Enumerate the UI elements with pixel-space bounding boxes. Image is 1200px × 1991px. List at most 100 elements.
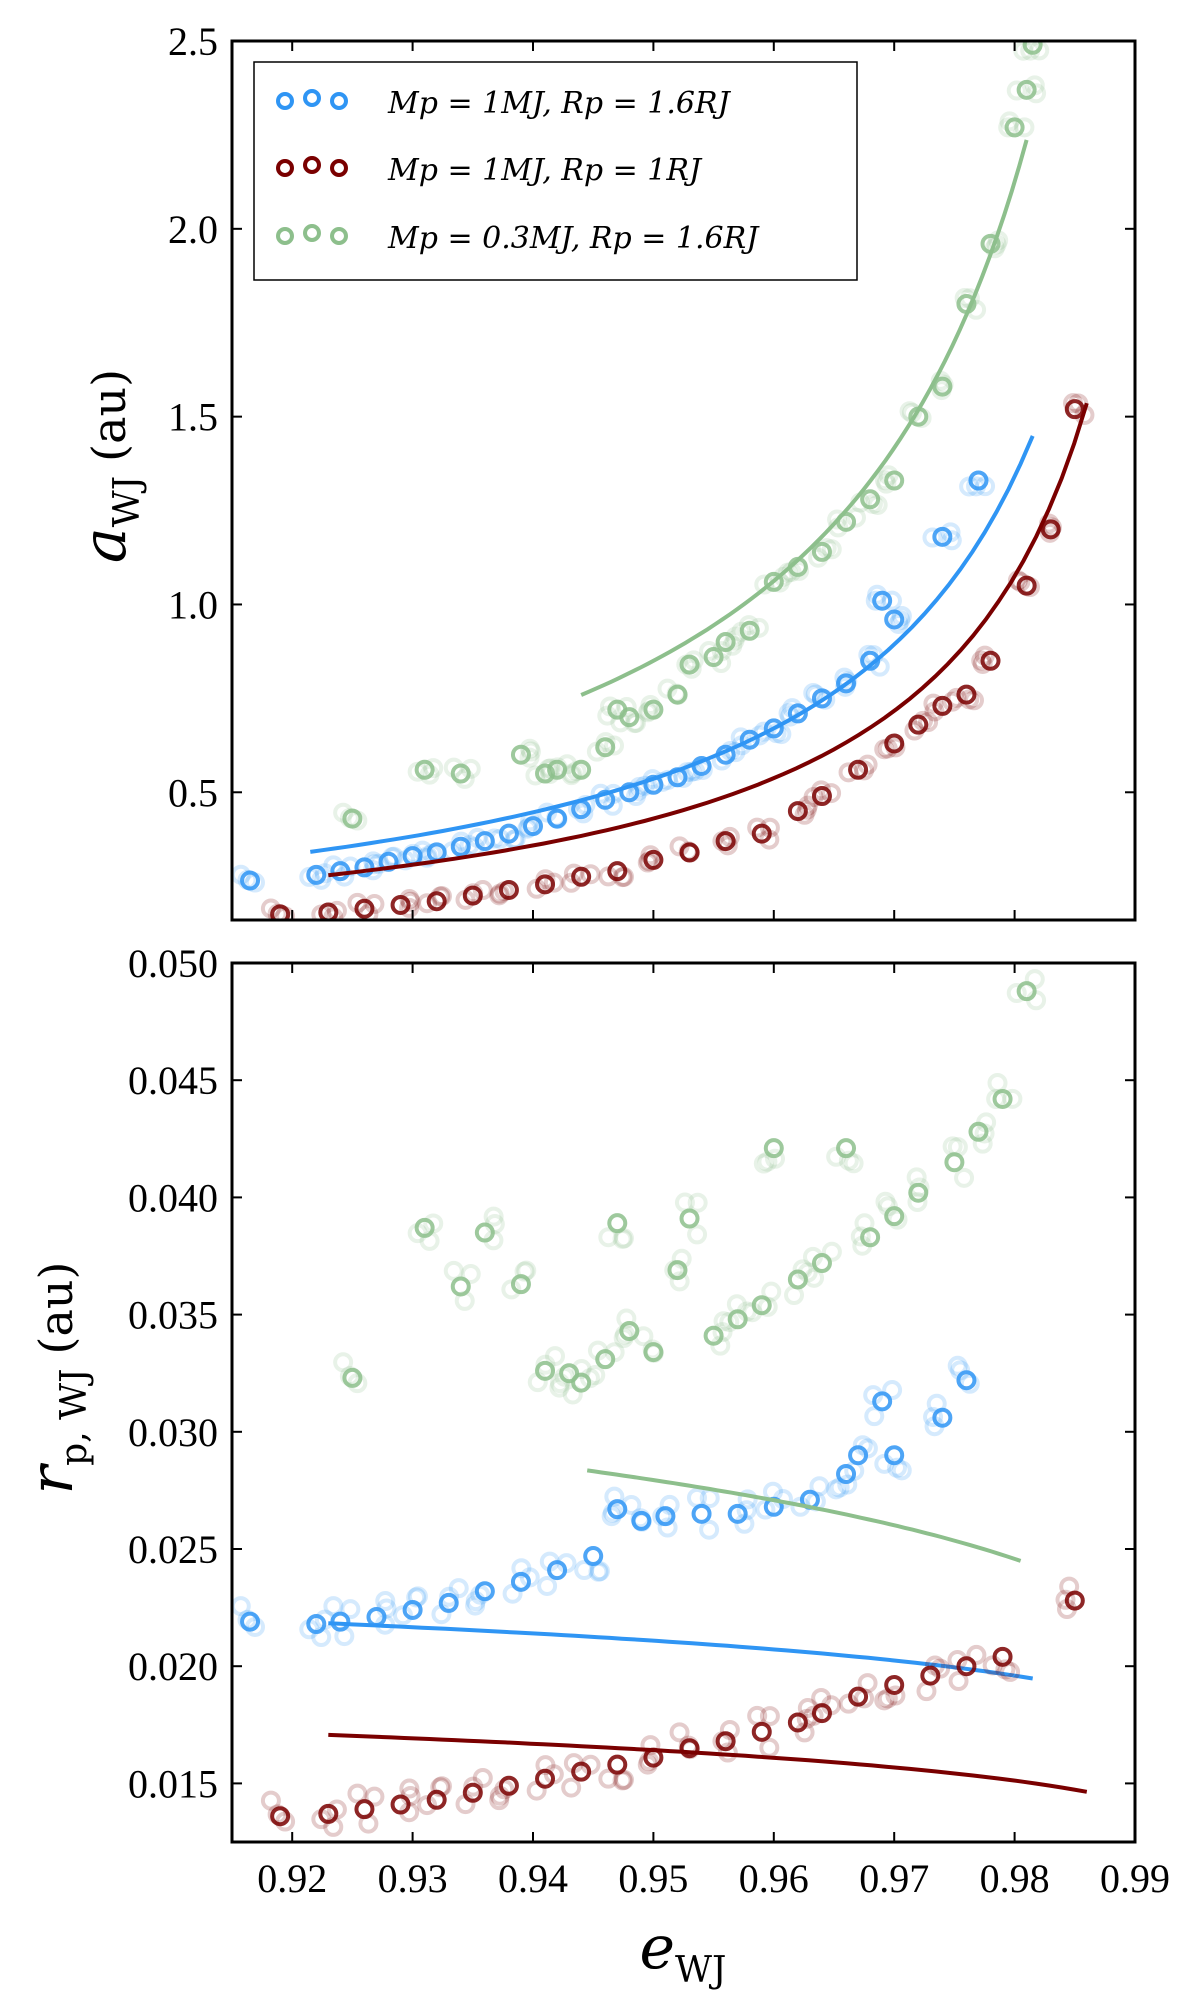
data-point-faint	[640, 1735, 661, 1756]
data-point-faint	[1026, 83, 1047, 104]
data-point	[763, 1138, 784, 1159]
data-point-faint	[948, 1671, 969, 1692]
data-point-faint	[837, 1474, 858, 1495]
data-point-faint	[753, 1153, 774, 1174]
data-point-faint	[417, 893, 438, 914]
data-point-faint	[511, 1558, 532, 1579]
series-green	[333, 969, 1047, 1563]
data-point-faint	[333, 1352, 354, 1373]
data-point	[655, 1506, 676, 1527]
legend-entry-blue: Mp = 1MJ, Rp = 1.6RJ	[276, 86, 732, 121]
data-point-faint	[1014, 117, 1035, 138]
data-point	[727, 1309, 748, 1330]
data-point	[1016, 575, 1037, 596]
x-tick-label: 0.93	[378, 1856, 448, 1901]
data-point	[1040, 519, 1061, 540]
data-point	[643, 849, 664, 870]
axes-frame	[230, 39, 1137, 922]
data-point-faint	[669, 1722, 690, 1743]
data-point-faint	[423, 758, 444, 779]
data-point	[715, 831, 736, 852]
data-point	[956, 1656, 977, 1677]
data-point	[787, 1712, 808, 1733]
data-point	[390, 894, 411, 915]
data-point	[643, 774, 664, 795]
data-point	[474, 831, 495, 852]
legend-label-red: Mp = 1MJ, Rp = 1RJ	[387, 153, 703, 188]
data-point-faint	[998, 117, 1019, 138]
data-point-faint	[821, 539, 842, 560]
data-point	[607, 861, 628, 882]
data-point	[860, 489, 881, 510]
data-point-faint	[1055, 1589, 1076, 1610]
data-point	[848, 1686, 869, 1707]
data-point	[474, 1581, 495, 1602]
trend-line-red	[328, 402, 1089, 878]
legend: Mp = 1MJ, Rp = 1.6RJ Mp = 1MJ, Rp = 1RJ …	[253, 61, 858, 281]
data-point	[980, 233, 1001, 254]
data-point-faint	[809, 1476, 830, 1497]
y-tick-label: 1.5	[168, 395, 218, 440]
data-point-faint	[323, 907, 344, 920]
legend-marker-circle	[303, 89, 321, 107]
plot-area	[232, 41, 1095, 920]
data-point	[884, 609, 905, 630]
data-point	[535, 1360, 556, 1381]
data-point	[860, 1227, 881, 1248]
data-point-faint	[852, 1435, 873, 1456]
data-point-faint	[460, 1263, 481, 1284]
data-point	[535, 1768, 556, 1789]
data-point-faint	[796, 799, 817, 820]
data-point	[811, 786, 832, 807]
data-point-faint	[737, 1489, 758, 1510]
data-point-faint	[947, 1355, 968, 1376]
data-point	[583, 1546, 604, 1567]
data-point	[330, 1611, 351, 1632]
legend-box	[253, 61, 858, 281]
data-point-faint	[489, 883, 510, 904]
data-point-faint	[954, 1167, 975, 1188]
top-y-axis-title: aWJ(au)	[70, 369, 148, 563]
data-point-faint	[472, 880, 493, 901]
data-point-faint	[874, 470, 895, 491]
legend-entry-red: Mp = 1MJ, Rp = 1RJ	[276, 153, 703, 188]
data-point	[342, 1367, 363, 1388]
data-point	[1064, 399, 1085, 420]
data-point-faint	[465, 1595, 486, 1616]
data-point	[498, 1775, 519, 1796]
data-point-faint	[887, 1457, 908, 1478]
data-point-faint	[923, 693, 944, 714]
data-point	[884, 1445, 905, 1466]
data-point	[438, 1592, 459, 1613]
data-point	[414, 759, 435, 780]
data-point	[715, 1731, 736, 1752]
data-point	[679, 842, 700, 863]
data-point	[703, 1325, 724, 1346]
data-point	[667, 684, 688, 705]
data-point-faint	[881, 590, 902, 611]
trend-line-blue	[328, 1621, 1034, 1681]
data-point	[547, 759, 568, 780]
data-point-faint	[843, 1153, 864, 1174]
data-point-faint	[966, 1644, 987, 1665]
data-point-faint	[399, 1778, 420, 1799]
data-point-faint	[616, 697, 637, 718]
data-point-faint	[514, 1261, 535, 1282]
data-point	[450, 1276, 471, 1297]
data-point	[667, 1260, 688, 1281]
x-tick-label: 0.99	[1100, 1856, 1170, 1901]
data-point	[811, 1703, 832, 1724]
data-point-faint	[574, 1560, 595, 1581]
data-point-faint	[888, 613, 909, 634]
legend-marker-circle	[330, 92, 348, 110]
data-point-faint	[748, 617, 769, 638]
data-point-faint	[575, 794, 596, 815]
data-point-faint	[472, 1767, 493, 1788]
data-point-faint	[489, 1790, 510, 1811]
data-point-faint	[545, 1346, 566, 1367]
data-point-faint	[1002, 1088, 1023, 1109]
data-point	[968, 1121, 989, 1142]
data-point	[450, 763, 471, 784]
x-tick-label: 0.96	[739, 1856, 809, 1901]
data-point	[884, 1674, 905, 1695]
